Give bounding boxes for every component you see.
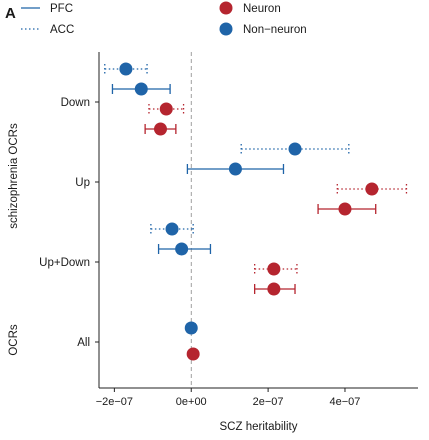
legend: PFC ACC Neuron Non−neuron (21, 1, 307, 36)
estimate-point (184, 321, 198, 335)
panel-label: A (5, 5, 16, 22)
estimate-point (365, 182, 379, 196)
estimate-point (175, 242, 189, 256)
legend-color-key (219, 1, 233, 15)
estimate-point (153, 122, 167, 136)
plot-marks (104, 62, 408, 361)
estimate-point (186, 347, 200, 361)
estimate-point (159, 102, 173, 116)
estimate-point (288, 142, 302, 156)
x-tick-label: −2e−07 (96, 396, 133, 408)
legend-color-key (219, 22, 233, 36)
x-tick-label: 0e+00 (176, 396, 207, 408)
legend-linetype-label: PFC (50, 3, 73, 15)
group-label-schizophrenia-ocrs: schizophrenia OCRs (8, 123, 20, 229)
x-tick-label: 2e−07 (253, 396, 284, 408)
x-tick-label: 4e−07 (330, 396, 361, 408)
y-category-label: Up (75, 177, 90, 189)
legend-color-label: Neuron (243, 3, 281, 15)
legend-color-label: Non−neuron (243, 24, 307, 36)
y-category-label: Up+Down (39, 257, 90, 269)
axis-labels: schizophrenia OCRs OCRs SCZ heritability (8, 123, 298, 433)
estimate-point (165, 222, 179, 236)
estimate-point (267, 282, 281, 296)
estimate-point (119, 62, 133, 76)
estimate-point (134, 82, 148, 96)
y-category-label: Down (61, 97, 90, 109)
estimate-point (228, 162, 242, 176)
x-axis-title: SCZ heritability (220, 421, 298, 433)
group-label-ocrs: OCRs (8, 324, 20, 356)
plot-axes: −2e−07 0e+00 2e−07 4e−07 Down Up Up+Down All (39, 52, 418, 408)
legend-linetype-label: ACC (50, 24, 74, 36)
y-category-label: All (77, 337, 90, 349)
estimate-point (338, 202, 352, 216)
estimate-point (267, 262, 281, 276)
